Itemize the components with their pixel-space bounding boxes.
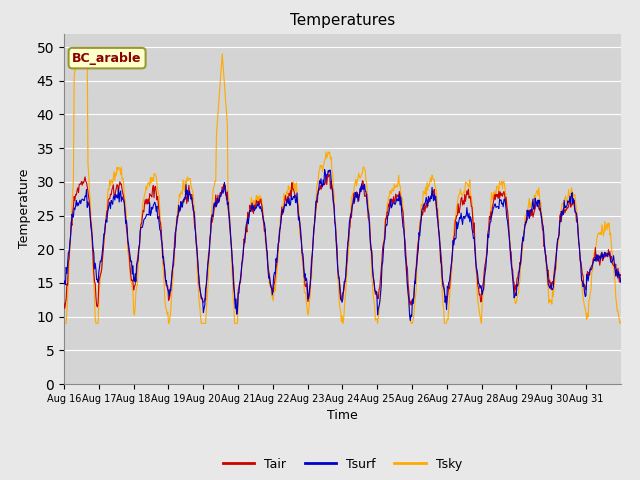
Tsurf — [228, 247, 236, 252]
Tsky — [277, 211, 285, 216]
Line: Tair: Tair — [64, 174, 621, 314]
Tsky — [126, 270, 134, 276]
Tsky — [73, 51, 81, 57]
Legend: Tair, Tsurf, Tsky: Tair, Tsurf, Tsky — [218, 453, 467, 476]
Tsky — [228, 280, 236, 286]
Tsurf — [276, 223, 284, 229]
Tair — [433, 206, 440, 212]
Tsurf — [401, 235, 408, 241]
Tair — [325, 171, 333, 177]
Tsurf — [255, 204, 263, 210]
Tair — [401, 239, 409, 245]
Tsurf — [321, 167, 328, 172]
X-axis label: Time: Time — [327, 409, 358, 422]
Y-axis label: Temperature: Temperature — [18, 169, 31, 249]
Tsurf — [433, 202, 440, 208]
Text: BC_arable: BC_arable — [72, 52, 142, 65]
Title: Temperatures: Temperatures — [290, 13, 395, 28]
Tsky — [432, 186, 440, 192]
Tsurf — [60, 281, 68, 287]
Tair — [228, 250, 236, 255]
Tsky — [401, 232, 408, 238]
Tsurf — [406, 318, 414, 324]
Tair — [277, 214, 285, 220]
Tsky — [256, 192, 264, 198]
Tair — [617, 272, 625, 278]
Tair — [60, 300, 68, 306]
Tsurf — [125, 248, 133, 253]
Tair — [125, 253, 133, 259]
Tsky — [60, 321, 68, 326]
Tair — [233, 311, 241, 317]
Tsky — [617, 319, 625, 325]
Tsurf — [617, 280, 625, 286]
Tair — [256, 197, 264, 203]
Line: Tsky: Tsky — [64, 54, 621, 324]
Line: Tsurf: Tsurf — [64, 169, 621, 321]
